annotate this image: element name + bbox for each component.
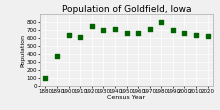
- Point: [67, 34, 70, 36]
- Point: [102, 29, 105, 31]
- Point: [90, 25, 94, 27]
- X-axis label: Census Year: Census Year: [107, 95, 146, 100]
- Point: [113, 28, 117, 29]
- Y-axis label: Population: Population: [20, 34, 25, 67]
- Point: [78, 36, 82, 37]
- Title: Population of Goldfield, Iowa: Population of Goldfield, Iowa: [62, 5, 191, 14]
- Point: [148, 28, 151, 29]
- Point: [136, 32, 140, 33]
- Point: [171, 29, 175, 31]
- Point: [55, 55, 59, 57]
- Point: [44, 77, 47, 79]
- Point: [194, 34, 198, 36]
- Point: [206, 35, 209, 37]
- Point: [160, 21, 163, 23]
- Point: [183, 32, 186, 33]
- Point: [125, 32, 128, 34]
